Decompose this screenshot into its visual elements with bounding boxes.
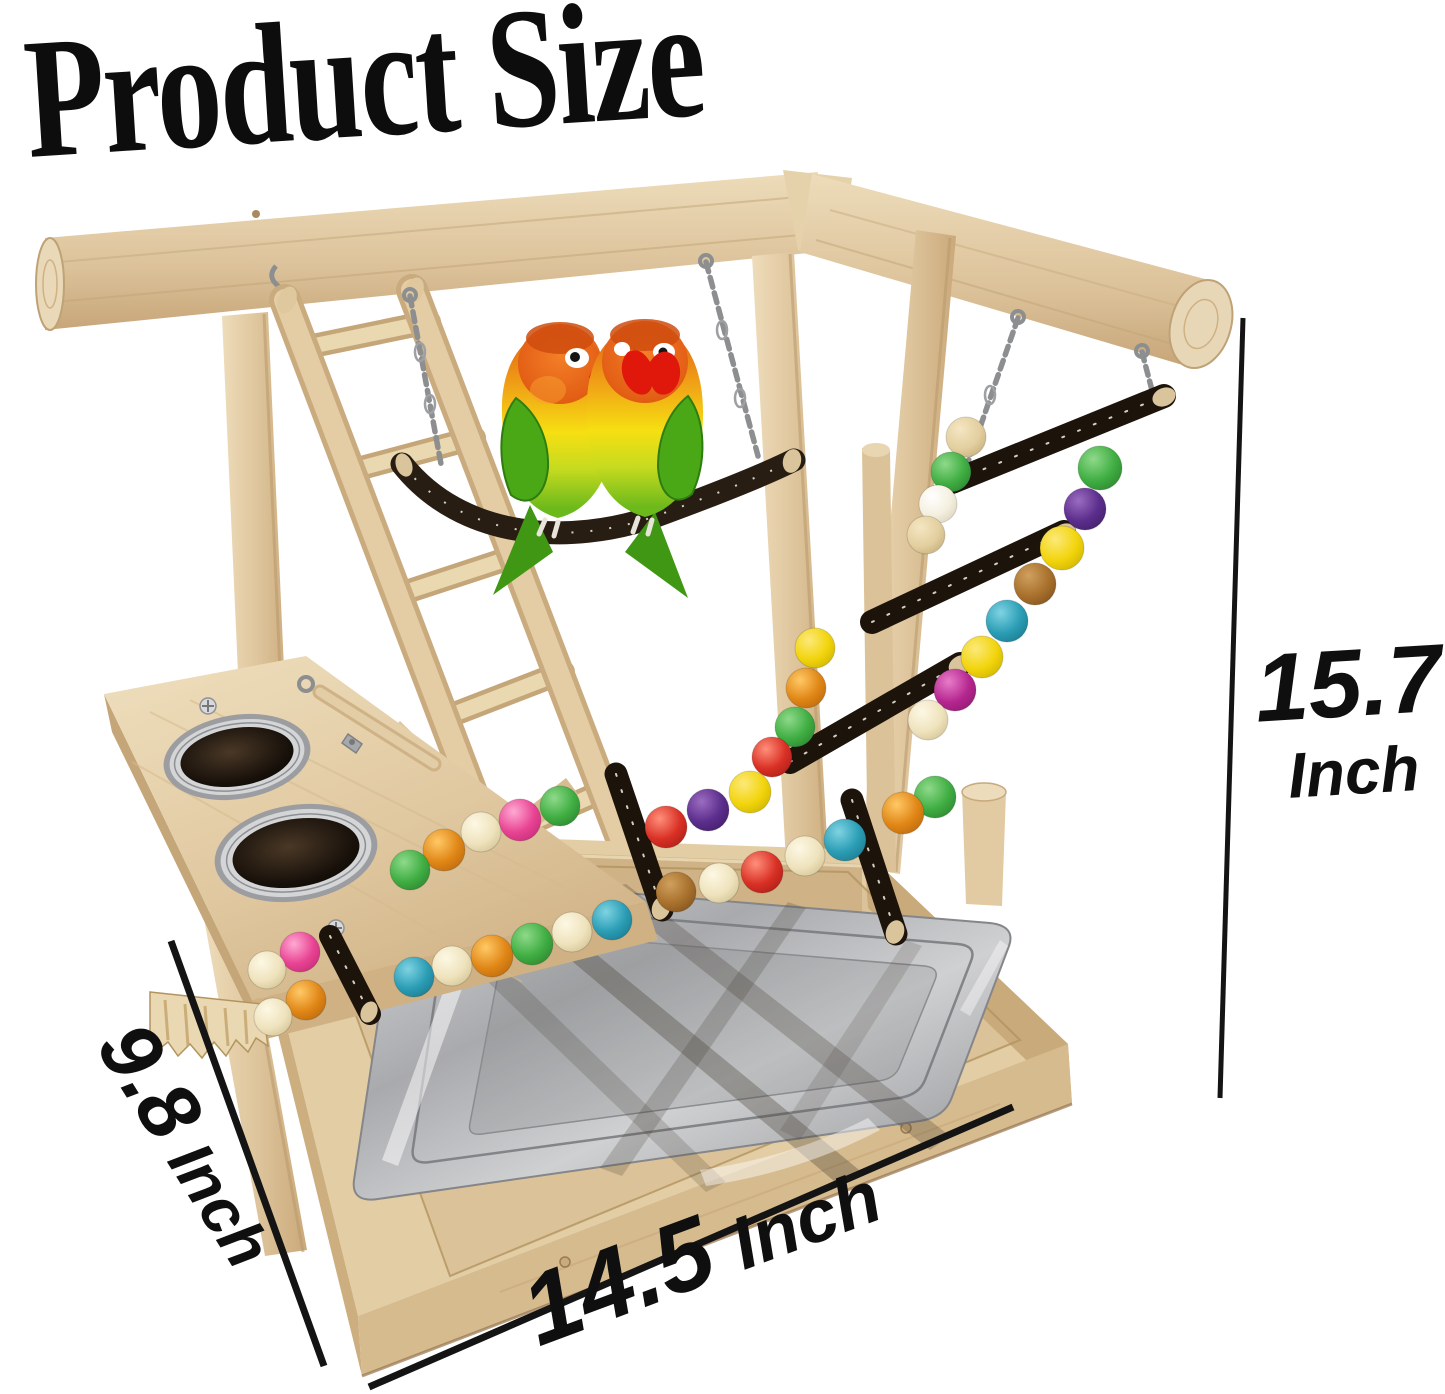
dowel-hole xyxy=(252,210,260,218)
tray-shadow xyxy=(600,884,950,1150)
lovebird-right xyxy=(586,319,704,598)
bird-feet xyxy=(536,517,561,539)
top-arm-right xyxy=(800,174,1216,366)
dimension-lines xyxy=(167,317,1246,1391)
height-value: 15.7 xyxy=(1251,624,1445,743)
bird-beak xyxy=(621,350,681,395)
base-screw xyxy=(559,1256,571,1268)
feeder-cup-front xyxy=(214,803,378,903)
bead-bridge xyxy=(247,309,1176,1037)
lovebird-left xyxy=(493,322,621,595)
bird-tail xyxy=(625,512,688,598)
bar-end-cap-right xyxy=(1168,278,1234,370)
bar-end-cap-left xyxy=(35,237,65,331)
tray-shadow xyxy=(600,902,806,1176)
platform-screw xyxy=(199,697,217,715)
swing-chain-right xyxy=(703,259,761,459)
hanging-ladder xyxy=(269,264,676,1001)
right-inner-upright xyxy=(862,448,896,872)
tray-shadow xyxy=(780,940,922,1140)
bird-wing xyxy=(500,396,550,502)
steel-tray xyxy=(352,874,1012,1201)
bird-wing xyxy=(656,394,704,501)
tray-shadow xyxy=(492,890,864,1186)
dimension-line-height xyxy=(1217,317,1246,1099)
height-unit: Inch xyxy=(1285,731,1422,812)
height-dimension-label: 15.7 Inch xyxy=(1243,624,1445,812)
chewed-corner xyxy=(149,991,269,1060)
top-frame xyxy=(35,170,1234,370)
bird-feet xyxy=(630,515,655,537)
eye-hook-icon xyxy=(297,675,315,693)
bridge-beads xyxy=(247,416,1123,1037)
base-corner-post xyxy=(962,790,1006,906)
bridge-rungs xyxy=(319,384,1176,1025)
tray-shadow xyxy=(434,920,726,1192)
page-title: Product Size xyxy=(19,0,709,195)
middle-post xyxy=(752,252,836,1004)
dimension-line-width xyxy=(367,1103,1015,1391)
bird-tail xyxy=(493,505,553,595)
swing-chain-left xyxy=(407,293,444,467)
base-front-face xyxy=(358,1044,1072,1376)
feeder-cup-back xyxy=(163,713,311,801)
dimension-line-depth xyxy=(167,939,328,1368)
